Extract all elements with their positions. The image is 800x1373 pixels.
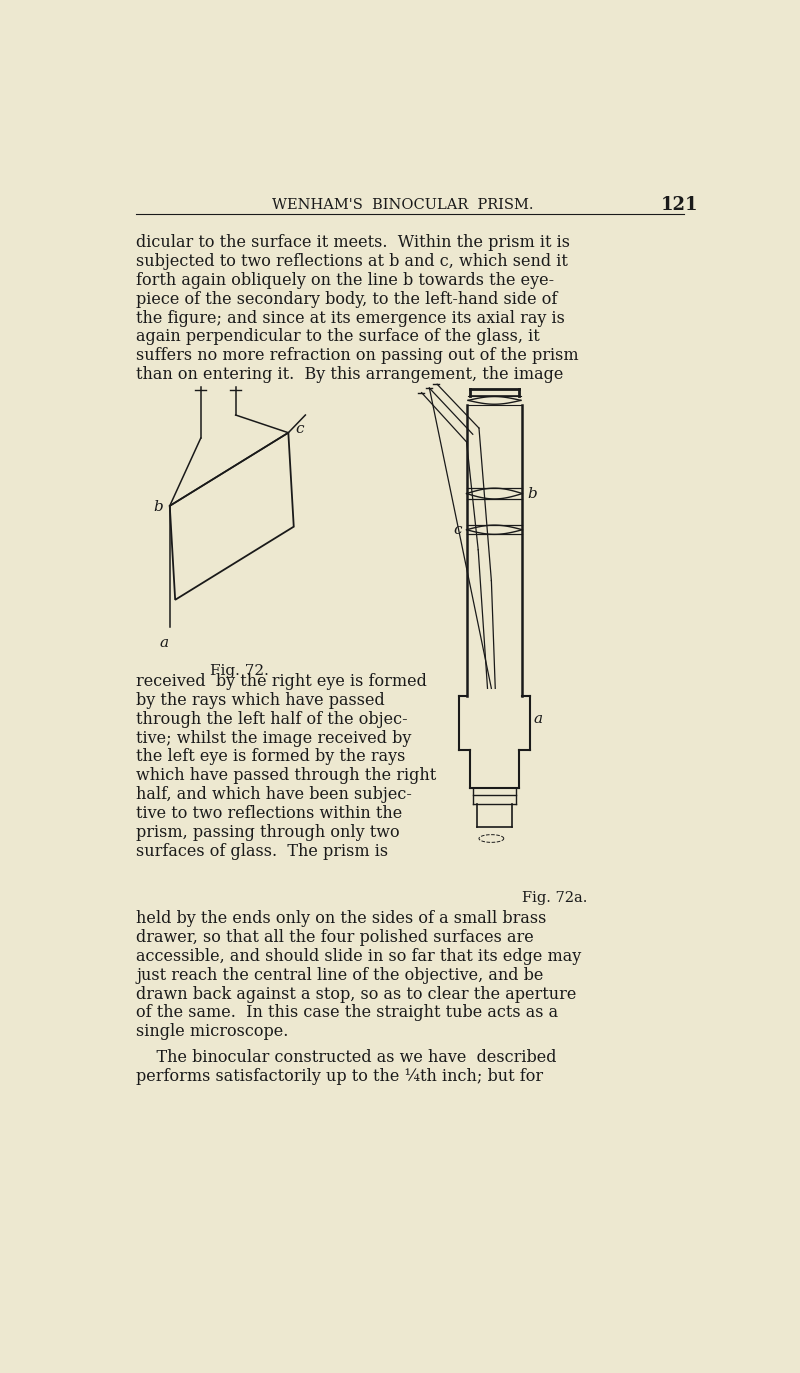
Text: drawn back against a stop, so as to clear the aperture: drawn back against a stop, so as to clea…: [137, 986, 577, 1002]
Text: forth again obliquely on the line b towards the eye-: forth again obliquely on the line b towa…: [137, 272, 554, 288]
Text: just reach the central line of the objective, and be: just reach the central line of the objec…: [137, 967, 544, 983]
Text: Fig. 72.: Fig. 72.: [210, 663, 269, 678]
Text: accessible, and should slide in so far that its edge may: accessible, and should slide in so far t…: [137, 947, 582, 965]
Text: of the same.  In this case the straight tube acts as a: of the same. In this case the straight t…: [137, 1005, 558, 1022]
Text: by the rays which have passed: by the rays which have passed: [137, 692, 385, 708]
Text: than on entering it.  By this arrangement, the image: than on entering it. By this arrangement…: [137, 367, 564, 383]
Text: prism, passing through only two: prism, passing through only two: [137, 824, 400, 840]
Text: subjected to two reflections at b and c, which send it: subjected to two reflections at b and c,…: [137, 253, 568, 270]
Text: 121: 121: [661, 196, 698, 214]
Text: the left eye is formed by the rays: the left eye is formed by the rays: [137, 748, 406, 765]
Text: tive; whilst the image received by: tive; whilst the image received by: [137, 729, 412, 747]
Text: a: a: [160, 636, 169, 649]
Text: held by the ends only on the sides of a small brass: held by the ends only on the sides of a …: [137, 910, 547, 927]
Text: performs satisfactorily up to the ¼th inch; but for: performs satisfactorily up to the ¼th in…: [137, 1068, 543, 1085]
Text: surfaces of glass.  The prism is: surfaces of glass. The prism is: [137, 843, 389, 859]
Text: Fig. 72a.: Fig. 72a.: [522, 891, 588, 905]
Text: the figure; and since at its emergence its axial ray is: the figure; and since at its emergence i…: [137, 309, 566, 327]
Text: c: c: [295, 422, 304, 435]
Text: b: b: [154, 500, 163, 515]
Text: The binocular constructed as we have  described: The binocular constructed as we have des…: [137, 1049, 557, 1065]
Text: suffers no more refraction on passing out of the prism: suffers no more refraction on passing ou…: [137, 347, 579, 364]
Text: piece of the secondary body, to the left-hand side of: piece of the secondary body, to the left…: [137, 291, 558, 308]
Text: dicular to the surface it meets.  Within the prism it is: dicular to the surface it meets. Within …: [137, 233, 570, 251]
Text: tive to two reflections within the: tive to two reflections within the: [137, 805, 402, 822]
Text: half, and which have been subjec-: half, and which have been subjec-: [137, 787, 412, 803]
Text: single microscope.: single microscope.: [137, 1023, 289, 1041]
Text: through the left half of the objec-: through the left half of the objec-: [137, 711, 408, 728]
Text: a: a: [534, 713, 542, 726]
Text: c: c: [454, 523, 462, 537]
Text: WENHAM'S  BINOCULAR  PRISM.: WENHAM'S BINOCULAR PRISM.: [271, 198, 533, 211]
Text: received  by the right eye is formed: received by the right eye is formed: [137, 673, 427, 691]
Text: drawer, so that all the four polished surfaces are: drawer, so that all the four polished su…: [137, 930, 534, 946]
Text: b: b: [527, 486, 537, 501]
Text: which have passed through the right: which have passed through the right: [137, 768, 437, 784]
Text: again perpendicular to the surface of the glass, it: again perpendicular to the surface of th…: [137, 328, 540, 346]
